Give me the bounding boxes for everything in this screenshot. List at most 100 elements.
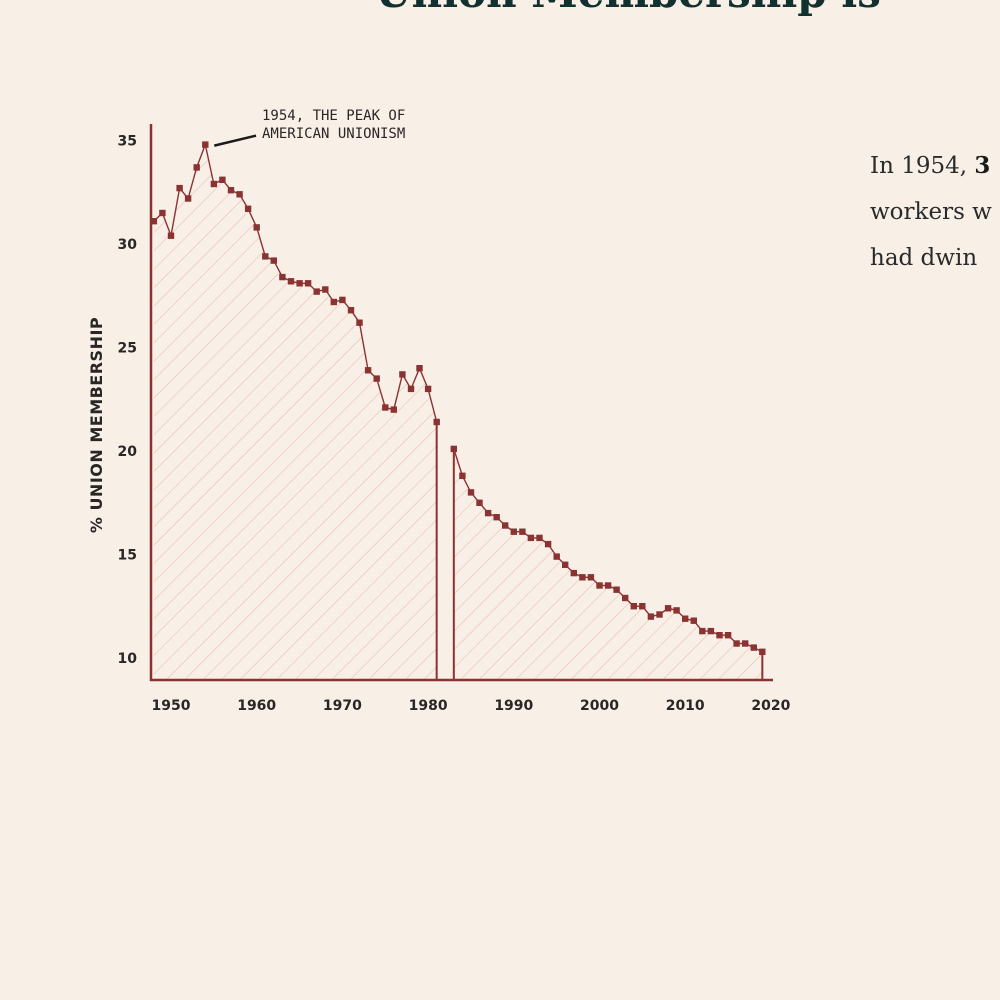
x-tick-label-2000: 2000 (580, 698, 619, 714)
data-point-1972 (356, 319, 363, 326)
data-point-1994 (544, 540, 552, 548)
data-point-2012 (699, 627, 706, 635)
area-fill-segment-1 (153, 144, 437, 681)
y-tick-label-35: 35 (118, 134, 137, 150)
data-point-1966 (304, 280, 312, 287)
data-point-1985 (467, 489, 475, 496)
data-points-layer (150, 141, 766, 655)
data-point-1955 (210, 180, 218, 188)
data-point-2007 (656, 611, 663, 618)
y-axis-title: % UNION MEMBERSHIP (87, 317, 106, 533)
data-point-1976 (390, 406, 397, 413)
data-point-1954 (202, 141, 209, 148)
union-membership-chart: 1950 1960 1970 1980 1990 2000 2010 2020 10 15 20 25… (87, 108, 791, 715)
annotation-text-line-2: AMERICAN UNIONISM (262, 126, 405, 142)
data-point-1983 (450, 445, 457, 453)
data-point-1998 (579, 574, 586, 581)
data-point-1995 (553, 553, 560, 560)
y-tick-label-10: 10 (118, 651, 138, 667)
data-point-1997 (570, 569, 577, 577)
data-point-2004 (630, 603, 637, 610)
data-point-2008 (664, 605, 672, 612)
data-point-1965 (296, 280, 303, 287)
body-line-2: workers w (870, 189, 1000, 235)
data-point-2006 (647, 613, 655, 620)
body-line-1-text: In 1954, (870, 153, 975, 179)
data-point-1977 (399, 371, 406, 378)
data-point-1959 (244, 205, 252, 212)
data-point-1964 (287, 278, 295, 285)
y-tick-label-15: 15 (118, 548, 137, 564)
data-point-2005 (639, 603, 646, 610)
annotation-text-line-1: 1954, THE PEAK OF (262, 108, 405, 124)
data-point-1984 (459, 472, 466, 479)
data-point-1999 (587, 574, 595, 581)
x-tick-label-1990: 1990 (494, 698, 533, 714)
data-point-2000 (596, 582, 603, 589)
x-tick-label-1970: 1970 (323, 698, 362, 714)
series-line-segment-1 (153, 142, 438, 423)
data-point-1973 (364, 367, 372, 374)
data-point-1952 (184, 195, 192, 202)
data-point-1988 (493, 514, 500, 521)
x-tick-label-2020: 2020 (751, 698, 790, 714)
data-point-1948 (150, 218, 158, 225)
data-point-2016 (733, 640, 740, 647)
axes-layer (149, 124, 773, 682)
y-tick-label-20: 20 (118, 444, 138, 460)
data-point-2001 (604, 582, 612, 589)
data-point-2018 (750, 644, 757, 651)
body-text: In 1954, 3 workers w had dwin (870, 143, 1000, 281)
data-point-1975 (382, 404, 389, 411)
data-point-1981 (433, 418, 440, 426)
data-point-1979 (416, 365, 423, 372)
data-point-1967 (313, 288, 320, 295)
y-tick-label-30: 30 (118, 237, 138, 253)
body-line-2-text: workers w (870, 199, 992, 225)
data-point-1992 (527, 534, 535, 542)
x-tick-label-2010: 2010 (666, 698, 705, 714)
body-line-1: In 1954, 3 (870, 143, 1000, 189)
data-point-1991 (519, 528, 526, 535)
data-point-2010 (682, 615, 689, 622)
data-point-2002 (613, 586, 620, 593)
data-point-1953 (193, 164, 200, 171)
data-point-1950 (167, 232, 175, 239)
data-point-2017 (742, 640, 749, 647)
data-point-1986 (476, 499, 483, 506)
data-point-1978 (407, 385, 415, 393)
data-point-2003 (622, 594, 629, 602)
x-tick-label-1960: 1960 (237, 698, 276, 714)
data-point-2015 (724, 632, 732, 639)
data-point-1960 (253, 224, 260, 231)
data-point-1969 (330, 298, 337, 306)
data-point-2019 (759, 648, 766, 655)
data-point-1951 (176, 184, 183, 192)
data-point-2013 (707, 627, 715, 635)
annotation-pointer-line (213, 134, 257, 147)
x-tick-label-1980: 1980 (409, 698, 448, 714)
data-point-1993 (536, 534, 543, 542)
data-point-1958 (236, 191, 243, 198)
headline: Union Membership is (375, 0, 881, 16)
data-point-1996 (562, 561, 569, 568)
body-line-3: had dwin (870, 235, 1000, 281)
data-point-2009 (673, 607, 680, 614)
data-point-1962 (270, 257, 277, 264)
body-line-3-text: had dwin (870, 245, 978, 271)
y-tick-label-25: 25 (118, 341, 137, 357)
data-point-1974 (373, 375, 380, 382)
tick-labels-layer: 1950 1960 1970 1980 1990 2000 2010 2020 10 15 20 25… (118, 134, 791, 715)
data-point-2011 (690, 617, 697, 624)
area-fill-layer (153, 144, 763, 681)
data-point-1956 (219, 176, 226, 183)
data-point-1970 (339, 296, 346, 304)
data-point-1963 (279, 273, 286, 281)
peak-annotation: 1954, THE PEAK OF AMERICAN UNIONISM (213, 108, 405, 147)
data-point-2014 (716, 632, 723, 639)
data-point-1989 (502, 522, 509, 529)
data-point-1949 (159, 209, 166, 217)
data-point-1957 (227, 187, 235, 194)
data-point-1968 (322, 286, 329, 293)
